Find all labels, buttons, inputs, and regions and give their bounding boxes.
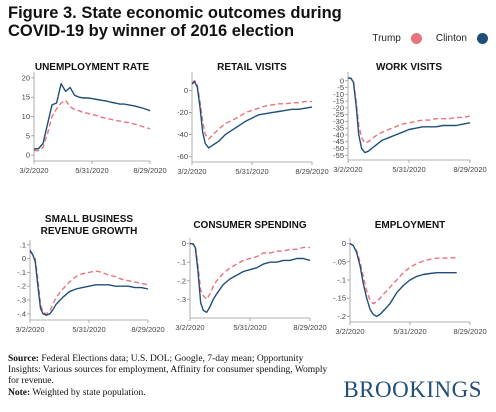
- panel-3-ytick-label: -30: [333, 117, 344, 126]
- brookings-logo: BROOKINGS: [343, 377, 482, 402]
- legend-clinton-label: Clinton: [435, 33, 467, 44]
- panel-6-title-line-1: EMPLOYMENT: [375, 220, 446, 231]
- panel-2-clinton-line: [191, 80, 313, 149]
- panel-5-xtick-label: 5/31/2020: [233, 323, 266, 332]
- panel-1-ytick-label: 0: [26, 151, 30, 160]
- panel-3-ytick-label: -35: [333, 124, 344, 133]
- panel-1-xtick-label: 3/2/2020: [19, 166, 48, 175]
- note-text: Weighted by state population.: [32, 387, 146, 398]
- panel-4-title-line-2: REVENUE GROWTH: [41, 226, 138, 237]
- panel-3-ytick-label: -25: [333, 110, 344, 119]
- panel-3-ytick-label: -45: [333, 137, 344, 146]
- panel-4-ytick-label: -.1: [17, 268, 26, 277]
- legend-clinton-dot: [477, 33, 488, 44]
- panel-6-ytick-label: -.1: [337, 276, 346, 285]
- footer: Source: Federal Elections data; U.S. DOL…: [8, 354, 338, 399]
- legend-trump-label: Trump: [372, 33, 401, 44]
- panel-1-ytick-label: 15: [22, 93, 30, 102]
- panel-2-ytick-label: -40: [177, 130, 188, 139]
- panel-4-title-line-1: SMALL BUSINESS: [45, 214, 133, 225]
- panel-6-trump-line: [349, 242, 457, 305]
- panel-3-ytick-label: -10: [333, 90, 344, 99]
- panel-6-ytick-label: 0: [342, 239, 346, 248]
- panel-4-clinton-line: [29, 249, 149, 316]
- source-label: Source:: [8, 354, 39, 364]
- panel-2-trump-line: [191, 79, 312, 140]
- panel-6-clinton-line: [349, 242, 457, 318]
- panel-1-ytick-label: 10: [22, 112, 30, 121]
- panel-4-xtick-label: 5/31/2020: [72, 325, 105, 334]
- panel-1-xtick-label: 5/31/2020: [75, 166, 108, 175]
- panel-3-ytick-label: -55: [333, 151, 344, 160]
- panel-5-xtick-label: 8/29/2020: [293, 323, 326, 332]
- panel-4-xtick-label: 8/29/2020: [131, 325, 164, 334]
- panel-1-ytick-label: 5: [26, 131, 30, 140]
- panel-3-ytick-label: -15: [333, 97, 344, 106]
- note-label: Note:: [8, 387, 31, 398]
- panel-3-xtick-label: 8/29/2020: [453, 165, 486, 174]
- figure-title: Figure 3. State economic outcomes during…: [8, 4, 342, 40]
- panel-5-xtick-label: 3/2/2020: [175, 323, 204, 332]
- panel-6-xtick-label: 5/31/2020: [393, 327, 426, 336]
- panel-1-xtick-label: 8/29/2020: [133, 166, 166, 175]
- panel-4-xtick-label: 3/2/2020: [15, 325, 44, 334]
- panel-4-ytick-label: 0: [22, 254, 26, 263]
- panel-2-title-line-1: RETAIL VISITS: [217, 62, 287, 73]
- panel-3-trump-line: [348, 77, 471, 144]
- panel-1-clinton-line: [33, 82, 151, 150]
- legend-trump-dot: [410, 33, 422, 44]
- panel-6-ytick-label: -.2: [337, 312, 346, 321]
- panel-2-xtick-label: 3/2/2020: [177, 167, 206, 176]
- panel-3-ytick-label: -40: [333, 130, 344, 139]
- panel-3-xtick-label: 5/31/2020: [392, 165, 425, 174]
- panel-3-ytick-label: -50: [333, 144, 344, 153]
- panel-1-ytick-label: 20: [22, 73, 30, 82]
- panel-2-ytick-label: -20: [177, 108, 188, 117]
- source-text: Federal Elections data; U.S. DOL; Google…: [8, 354, 328, 387]
- panel-4-ytick-label: -.2: [17, 282, 26, 291]
- panel-4-trump-line: [29, 251, 149, 315]
- panel-1-title-line-1: UNEMPLOYMENT RATE: [35, 62, 150, 73]
- note-line: Note: Weighted by state population.: [8, 388, 338, 399]
- panel-6-ytick-label: -.05: [333, 257, 346, 266]
- panel-4-ytick-label: .1: [20, 240, 26, 249]
- panel-3-ytick-label: -20: [333, 103, 344, 112]
- panel-3-xtick-label: 3/2/2020: [333, 165, 362, 174]
- legend: Trump Clinton: [372, 33, 488, 44]
- panel-6-xtick-label: 3/2/2020: [335, 327, 364, 336]
- panel-2-ytick-label: -60: [177, 152, 188, 161]
- panel-2-xtick-label: 5/31/2020: [235, 167, 268, 176]
- panel-2-ytick-label: 0: [184, 86, 188, 95]
- panel-6-ytick-label: -.15: [333, 294, 346, 303]
- panel-4-ytick-label: -.3: [17, 296, 26, 305]
- panel-5-trump-line: [190, 242, 310, 300]
- panel-5-ytick-label: -.1: [177, 258, 186, 267]
- panel-2-xtick-label: 8/29/2020: [295, 167, 328, 176]
- panel-5-title-line-1: CONSUMER SPENDING: [193, 220, 307, 231]
- source-line: Source: Federal Elections data; U.S. DOL…: [8, 354, 338, 388]
- panel-5-ytick-label: -.2: [177, 276, 186, 285]
- panel-6-xtick-label: 8/29/2020: [453, 327, 486, 336]
- panel-4-ytick-label: -.4: [17, 309, 26, 318]
- panel-5-clinton-line: [190, 242, 311, 313]
- panel-3-ytick-label: 0: [340, 76, 344, 85]
- panel-5-ytick-label: -.3: [177, 295, 186, 304]
- panel-3-clinton-line: [348, 77, 471, 154]
- panel-3-title-line-1: WORK VISITS: [376, 62, 442, 73]
- panel-3-ytick-label: -5: [337, 83, 344, 92]
- panel-5-ytick-label: 0: [182, 239, 186, 248]
